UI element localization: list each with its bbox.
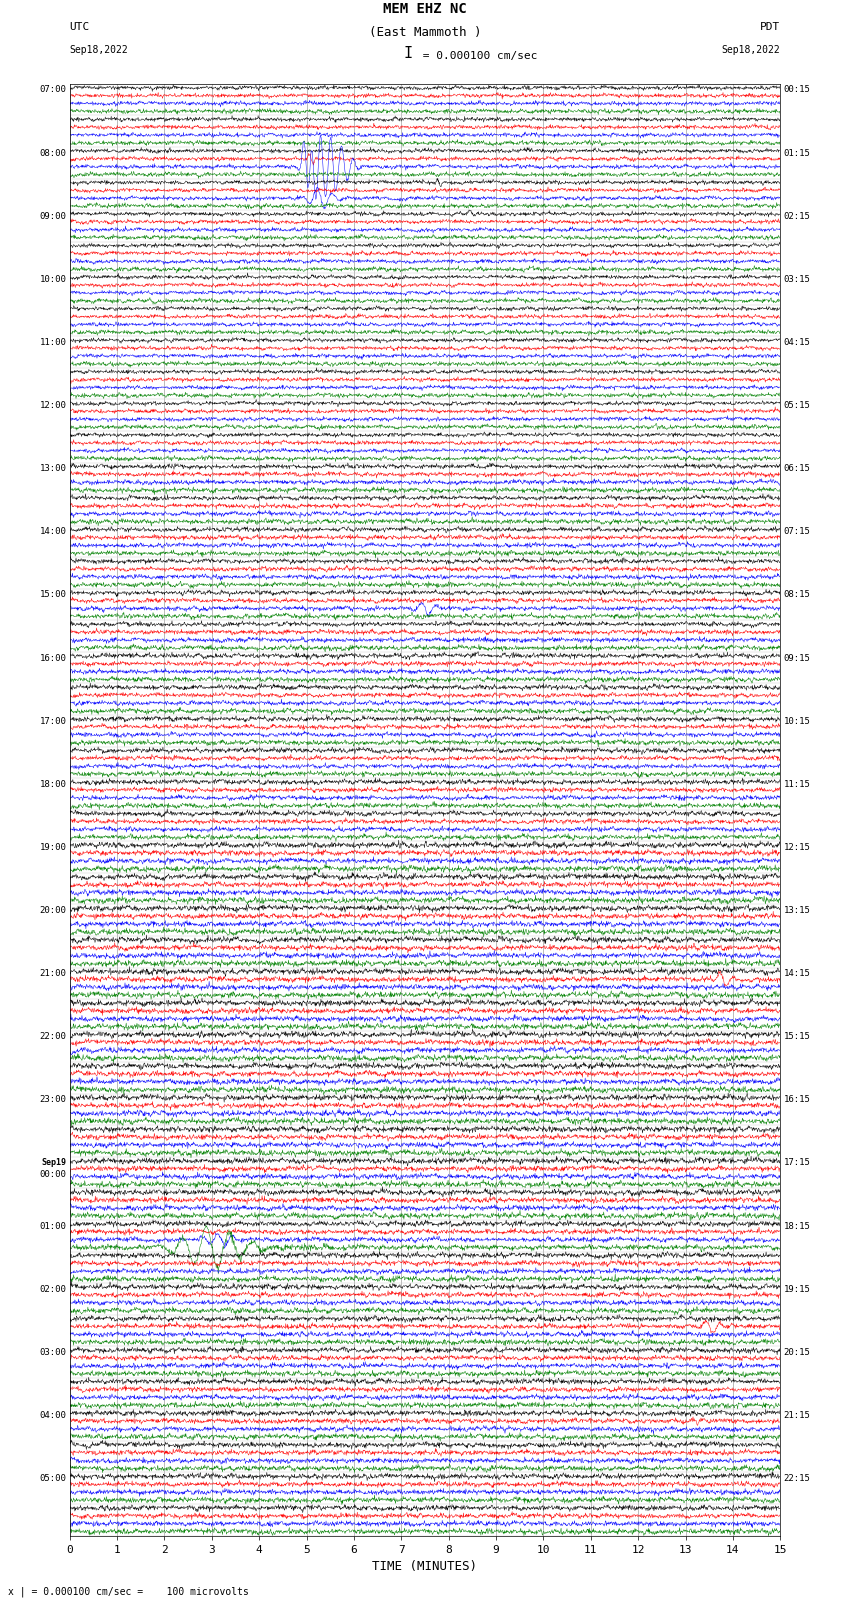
Text: x | = 0.000100 cm/sec =    100 microvolts: x | = 0.000100 cm/sec = 100 microvolts <box>8 1586 249 1597</box>
Text: 04:00: 04:00 <box>39 1411 66 1419</box>
Text: 20:00: 20:00 <box>39 907 66 915</box>
Text: 22:00: 22:00 <box>39 1032 66 1042</box>
Text: 14:00: 14:00 <box>39 527 66 536</box>
Text: 01:00: 01:00 <box>39 1221 66 1231</box>
Text: 22:15: 22:15 <box>784 1474 811 1482</box>
Text: 10:00: 10:00 <box>39 274 66 284</box>
Text: 11:15: 11:15 <box>784 779 811 789</box>
Text: 12:00: 12:00 <box>39 402 66 410</box>
Text: 15:00: 15:00 <box>39 590 66 600</box>
Text: 11:00: 11:00 <box>39 339 66 347</box>
Text: 16:15: 16:15 <box>784 1095 811 1105</box>
Text: 04:15: 04:15 <box>784 339 811 347</box>
Text: I: I <box>403 47 412 61</box>
Text: 02:15: 02:15 <box>784 211 811 221</box>
Text: 21:15: 21:15 <box>784 1411 811 1419</box>
Text: 03:00: 03:00 <box>39 1348 66 1357</box>
Text: 07:15: 07:15 <box>784 527 811 536</box>
Text: 16:00: 16:00 <box>39 653 66 663</box>
Text: PDT: PDT <box>760 23 780 32</box>
Text: 06:15: 06:15 <box>784 465 811 473</box>
Text: 03:15: 03:15 <box>784 274 811 284</box>
Text: 08:15: 08:15 <box>784 590 811 600</box>
Text: Sep19: Sep19 <box>42 1158 66 1168</box>
Text: 09:00: 09:00 <box>39 211 66 221</box>
Text: 13:15: 13:15 <box>784 907 811 915</box>
Text: 19:00: 19:00 <box>39 844 66 852</box>
Text: 01:15: 01:15 <box>784 148 811 158</box>
Text: 05:15: 05:15 <box>784 402 811 410</box>
Text: 09:15: 09:15 <box>784 653 811 663</box>
Text: Sep18,2022: Sep18,2022 <box>722 45 780 55</box>
X-axis label: TIME (MINUTES): TIME (MINUTES) <box>372 1560 478 1573</box>
Text: Sep18,2022: Sep18,2022 <box>70 45 128 55</box>
Text: 18:00: 18:00 <box>39 779 66 789</box>
Text: 07:00: 07:00 <box>39 85 66 95</box>
Text: 02:00: 02:00 <box>39 1284 66 1294</box>
Text: 00:00: 00:00 <box>39 1169 66 1179</box>
Text: 20:15: 20:15 <box>784 1348 811 1357</box>
Text: 08:00: 08:00 <box>39 148 66 158</box>
Text: 19:15: 19:15 <box>784 1284 811 1294</box>
Text: (East Mammoth ): (East Mammoth ) <box>369 26 481 39</box>
Text: 12:15: 12:15 <box>784 844 811 852</box>
Text: 00:15: 00:15 <box>784 85 811 95</box>
Text: 17:15: 17:15 <box>784 1158 811 1168</box>
Text: 15:15: 15:15 <box>784 1032 811 1042</box>
Text: 23:00: 23:00 <box>39 1095 66 1105</box>
Text: 13:00: 13:00 <box>39 465 66 473</box>
Text: MEM EHZ NC: MEM EHZ NC <box>383 2 467 16</box>
Text: UTC: UTC <box>70 23 90 32</box>
Text: 18:15: 18:15 <box>784 1221 811 1231</box>
Text: 14:15: 14:15 <box>784 969 811 977</box>
Text: = 0.000100 cm/sec: = 0.000100 cm/sec <box>416 52 538 61</box>
Text: 21:00: 21:00 <box>39 969 66 977</box>
Text: 17:00: 17:00 <box>39 716 66 726</box>
Text: 10:15: 10:15 <box>784 716 811 726</box>
Text: 05:00: 05:00 <box>39 1474 66 1482</box>
